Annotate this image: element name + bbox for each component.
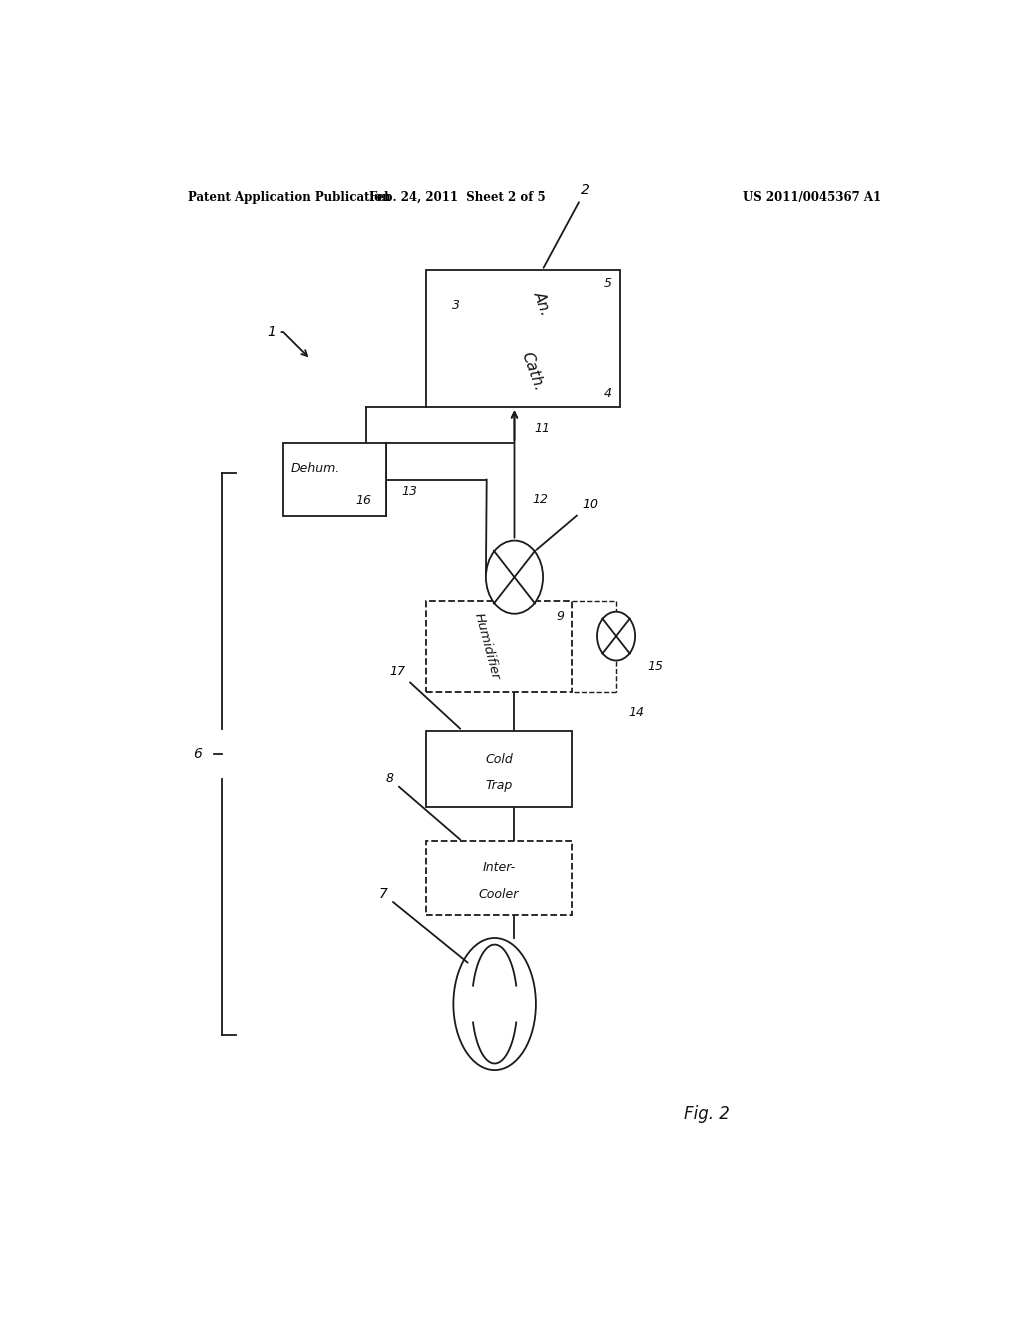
Bar [426,841,572,915]
Text: Feb. 24, 2011  Sheet 2 of 5: Feb. 24, 2011 Sheet 2 of 5 [369,191,546,203]
Text: Cold: Cold [485,754,513,766]
Text: 2: 2 [544,183,590,268]
Ellipse shape [454,939,536,1071]
Text: 6: 6 [194,747,203,762]
Text: Patent Application Publication: Patent Application Publication [187,191,390,203]
Text: 5: 5 [603,277,611,290]
Text: 1: 1 [267,325,307,356]
Text: Inter-: Inter- [482,861,516,874]
Text: Dehum.: Dehum. [291,462,340,475]
Text: 4: 4 [603,387,611,400]
Text: 10: 10 [537,498,598,549]
Text: Cooler: Cooler [479,887,519,900]
Text: Cath.: Cath. [518,350,547,393]
Circle shape [597,611,635,660]
Text: 9: 9 [556,610,564,623]
Text: 16: 16 [355,494,372,507]
Text: 3: 3 [452,300,460,313]
Bar [283,444,386,516]
Text: 13: 13 [401,486,418,498]
Text: 12: 12 [531,494,548,507]
Text: Humidifier: Humidifier [472,611,503,681]
Text: 17: 17 [390,665,460,729]
Text: 11: 11 [535,422,550,436]
Text: US 2011/0045367 A1: US 2011/0045367 A1 [743,191,882,203]
Circle shape [486,541,543,614]
Text: 15: 15 [648,660,664,673]
Bar [426,271,621,408]
Text: Trap: Trap [485,779,513,792]
Bar [426,731,572,807]
Text: 7: 7 [379,887,468,962]
Bar [426,601,572,692]
Text: 14: 14 [628,706,644,719]
Text: 8: 8 [386,772,460,840]
Text: Fig. 2: Fig. 2 [684,1105,729,1123]
Text: An.: An. [531,289,554,317]
